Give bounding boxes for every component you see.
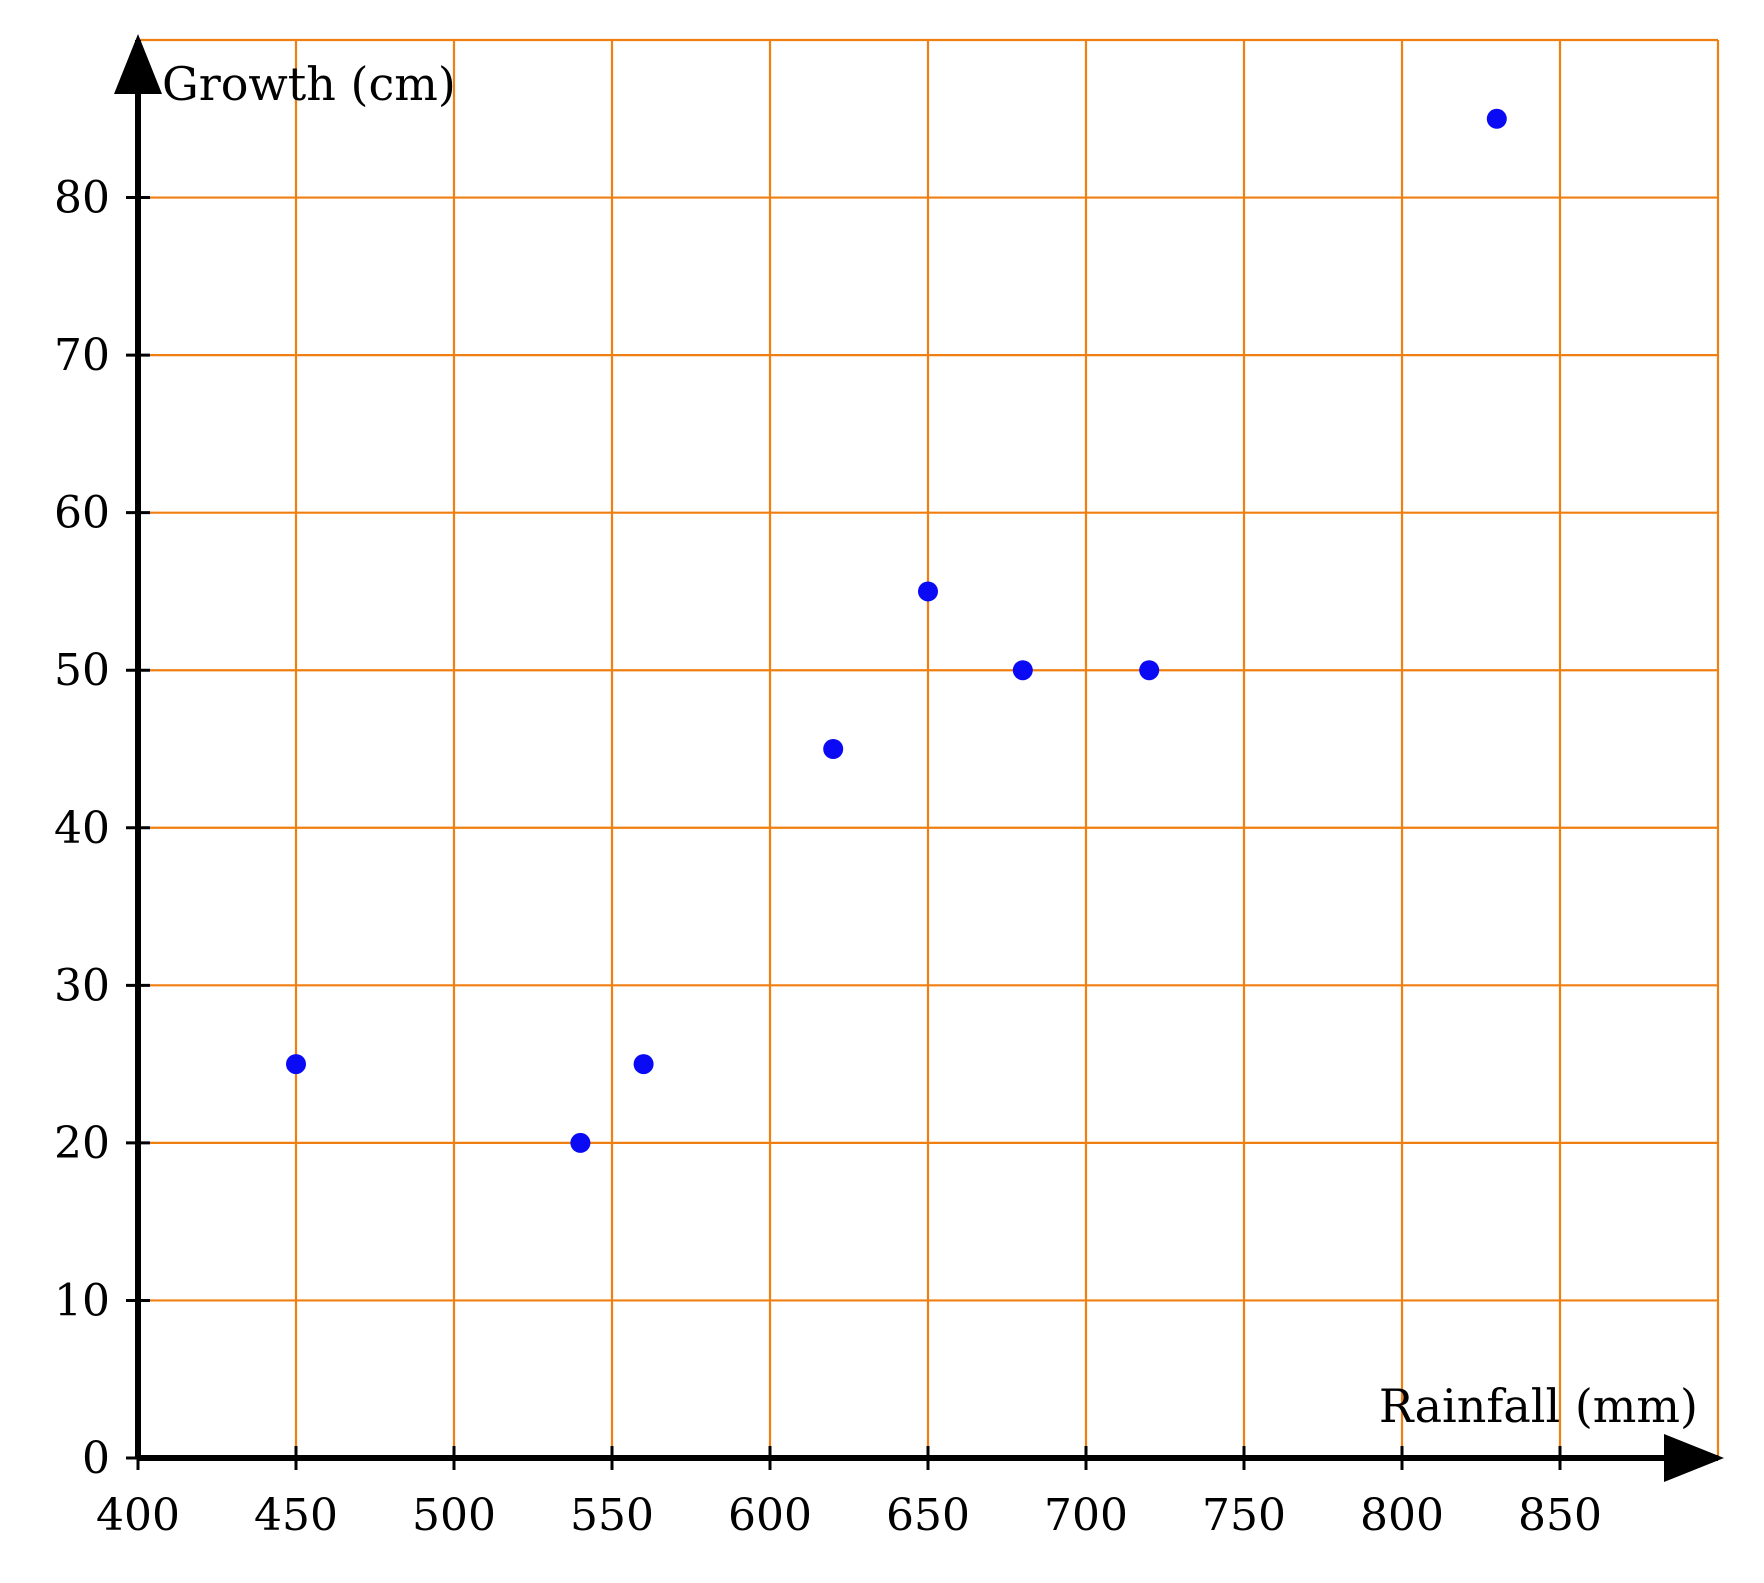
y-tick-label-50: 50 <box>54 645 110 696</box>
y-tick-label-20: 20 <box>54 1118 110 1169</box>
x-tick-label-750: 750 <box>1202 1490 1286 1541</box>
y-tick-label-40: 40 <box>54 803 110 854</box>
y-tick-label-30: 30 <box>54 960 110 1011</box>
x-tick-label-450: 450 <box>254 1490 338 1541</box>
x-tick-label-550: 550 <box>570 1490 654 1541</box>
data-point-3 <box>633 1054 654 1075</box>
x-tick-label-650: 650 <box>886 1490 970 1541</box>
x-axis-title: Rainfall (mm) <box>1379 1379 1698 1433</box>
data-point-7 <box>1139 660 1160 681</box>
data-points <box>286 108 1507 1153</box>
x-tick-label-600: 600 <box>728 1490 812 1541</box>
x-tick-label-500: 500 <box>412 1490 496 1541</box>
data-point-8 <box>1486 108 1507 129</box>
tick-labels: 400 450 500 550 600 650 700 750 800 850 0 10 20 30 40 5… <box>54 173 1602 1541</box>
data-point-1 <box>286 1054 306 1075</box>
y-tick-label-60: 60 <box>54 488 110 539</box>
x-tick-label-700: 700 <box>1044 1490 1128 1541</box>
y-axis-title: Growth (cm) <box>162 57 456 111</box>
ticks <box>126 196 1562 1470</box>
data-point-5 <box>918 581 938 602</box>
data-point-6 <box>1012 660 1033 681</box>
y-tick-label-80: 80 <box>54 173 110 224</box>
data-point-4 <box>823 739 844 759</box>
y-tick-label-70: 70 <box>54 330 110 381</box>
grid <box>138 38 1720 1458</box>
y-tick-label-0: 0 <box>82 1433 110 1484</box>
x-tick-label-400: 400 <box>96 1490 180 1541</box>
x-tick-label-850: 850 <box>1518 1490 1602 1541</box>
y-tick-label-10: 10 <box>54 1275 110 1326</box>
x-tick-label-800: 800 <box>1360 1490 1444 1541</box>
data-point-2 <box>570 1132 591 1153</box>
